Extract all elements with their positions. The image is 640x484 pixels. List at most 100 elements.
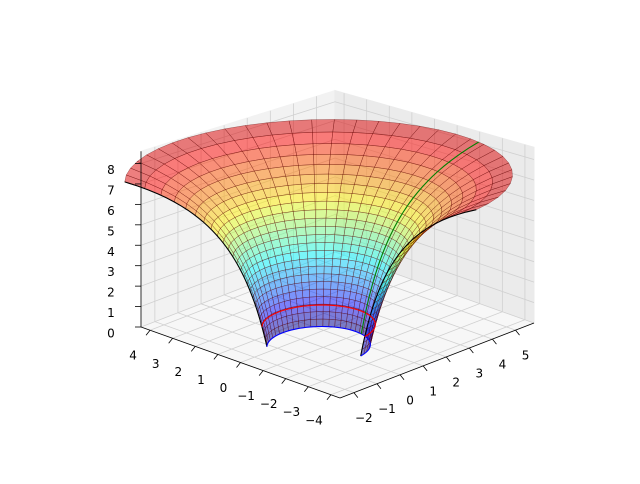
- surface-patch: [288, 243, 300, 254]
- surface-patch: [310, 318, 318, 328]
- surface-patch: [328, 318, 336, 328]
- surface-patch: [307, 265, 317, 275]
- x-tick: [445, 356, 451, 363]
- y-tick: [213, 354, 219, 360]
- surface-patch: [314, 183, 329, 193]
- surface-patch: [285, 227, 298, 238]
- surface-patch: [322, 318, 330, 327]
- surface-patch: [327, 183, 342, 193]
- surface-patch: [336, 289, 345, 299]
- y-tick: [145, 329, 151, 336]
- surface-patch: [292, 267, 302, 277]
- surface-patch: [327, 173, 344, 184]
- surface-patch: [302, 289, 310, 299]
- surface-patch: [315, 258, 325, 267]
- surface-patch: [330, 281, 339, 291]
- surface-patch: [288, 119, 313, 134]
- surface-patch: [332, 119, 358, 133]
- surface-patch: [326, 192, 341, 202]
- surface-patch: [325, 209, 338, 219]
- surface-patch: [316, 296, 324, 305]
- surface-patch: [312, 131, 334, 145]
- x-tick: [469, 347, 474, 354]
- surface-patch: [313, 173, 329, 184]
- surface-patch: [287, 183, 303, 195]
- surface-patch: [334, 319, 342, 329]
- x-tick: [399, 374, 405, 381]
- y-tick: [168, 338, 173, 344]
- y-tick-label: 0: [220, 381, 228, 395]
- y-tick: [190, 346, 196, 352]
- y-tick-label: 2: [174, 365, 182, 379]
- surface-patch: [313, 164, 330, 175]
- surface-patch: [331, 258, 342, 268]
- surface-patch: [291, 259, 301, 269]
- surface-patch: [313, 153, 331, 165]
- surface-green-curve: [360, 141, 479, 335]
- surface-patch: [315, 234, 326, 243]
- surface-patch: [309, 288, 317, 298]
- surface-patch: [296, 154, 315, 166]
- surface-patch: [333, 242, 344, 252]
- y-tick-label: −1: [237, 389, 255, 403]
- surface-patch: [303, 311, 311, 321]
- surface-patch: [305, 226, 316, 236]
- surface-patch: [300, 266, 309, 276]
- y-tick-label: −4: [305, 413, 323, 427]
- surface-patch: [314, 200, 328, 211]
- y-tick-label: 4: [129, 349, 137, 363]
- surface-patch: [302, 296, 311, 306]
- surface-patch: [338, 266, 348, 276]
- surface-patch: [323, 273, 332, 282]
- surface-patch: [298, 164, 315, 176]
- surface-patch: [305, 234, 317, 244]
- y-tick: [326, 394, 332, 401]
- x-tick: [353, 392, 359, 398]
- surface-patch: [297, 242, 308, 253]
- surface-patch: [294, 282, 303, 292]
- surface-patch: [328, 311, 337, 320]
- z-tick-label: 8: [107, 163, 115, 177]
- surface-edge: [360, 209, 477, 357]
- x-tick-label: −1: [378, 402, 396, 416]
- surface-patch: [325, 226, 336, 236]
- surface-patch: [331, 266, 341, 275]
- surface-patch: [301, 281, 310, 291]
- z-tick-label: 1: [107, 306, 115, 320]
- surface-patch: [293, 274, 302, 284]
- surface-edge: [124, 181, 268, 347]
- surface-patch: [315, 226, 326, 235]
- surface-patch: [290, 251, 300, 262]
- surface-patch: [296, 297, 304, 307]
- surface-patch: [289, 298, 298, 308]
- surface-patch: [316, 288, 324, 297]
- surface-patch: [299, 174, 315, 185]
- surface-patch: [300, 274, 310, 283]
- z-tick-label: 4: [107, 245, 115, 259]
- surface-patch: [294, 218, 306, 229]
- surface-patch: [330, 288, 338, 298]
- surface-patch: [323, 258, 333, 267]
- surface-patch: [331, 131, 354, 145]
- surface-patch: [335, 218, 348, 228]
- surface-patch: [323, 296, 331, 305]
- surface-patch: [315, 242, 326, 251]
- surface-patch: [298, 250, 309, 260]
- surface-patch: [334, 311, 343, 321]
- x-axis-line: [339, 322, 535, 399]
- surface-patch: [314, 192, 328, 202]
- y-tick-label: −2: [260, 397, 278, 411]
- surface-patch: [315, 265, 325, 275]
- surface-patch: [329, 296, 338, 306]
- surface: [124, 119, 513, 357]
- surface-patch: [338, 274, 347, 284]
- surface-patch: [337, 201, 351, 211]
- surface-patch: [284, 219, 297, 230]
- surface-patch: [295, 226, 307, 237]
- surface-patch: [323, 281, 332, 290]
- surface-patch: [337, 281, 346, 291]
- y-tick-label: 1: [197, 373, 205, 387]
- y-tick: [258, 370, 264, 376]
- surface-patch: [330, 143, 351, 155]
